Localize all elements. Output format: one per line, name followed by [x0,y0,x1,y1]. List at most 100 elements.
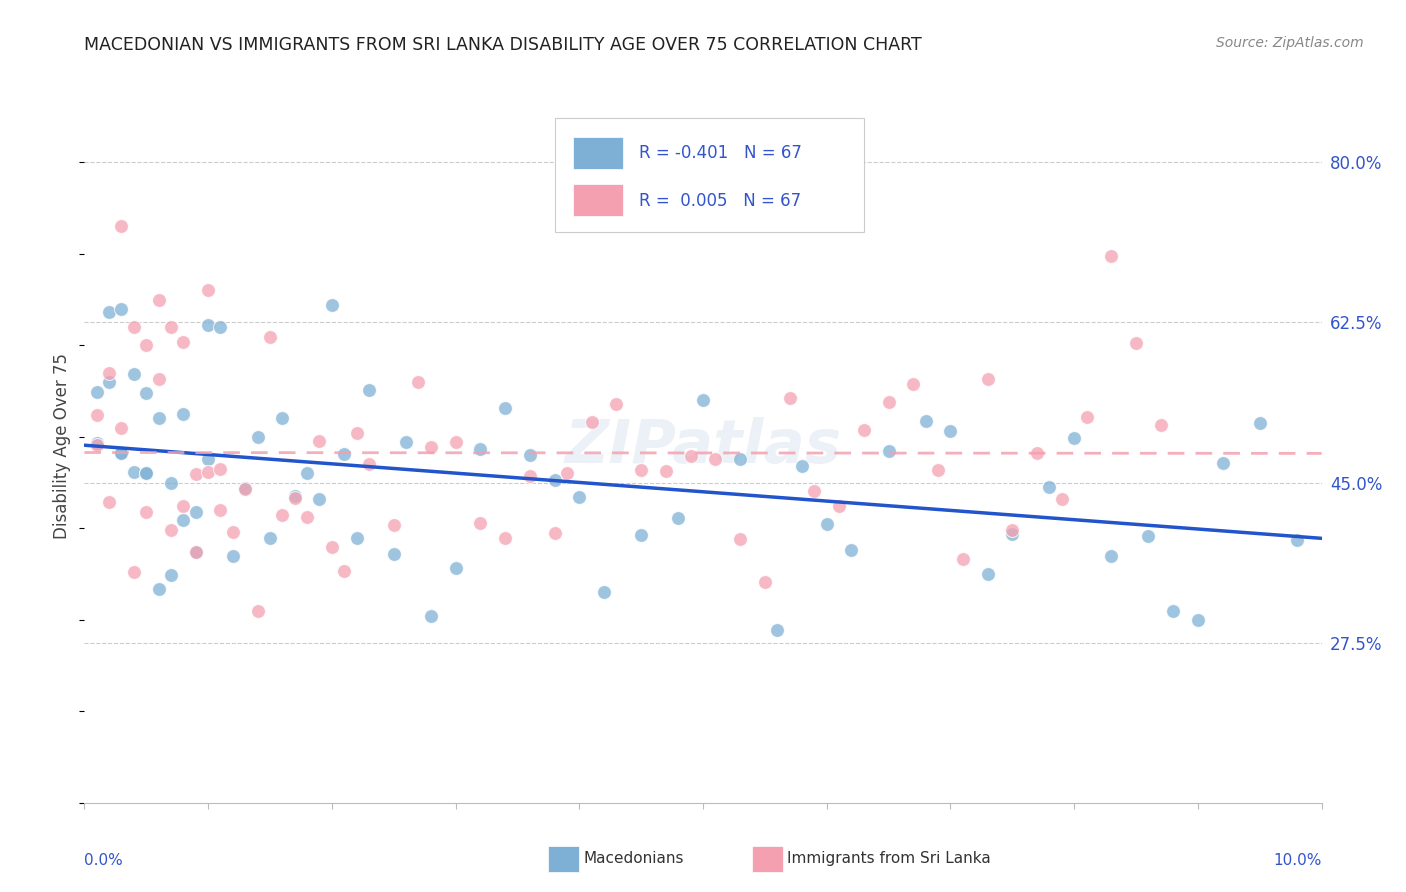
Point [470,516,492,530]
Point [519,469,541,483]
Point [172,334,194,349]
Point [581,415,603,429]
Point [395,434,418,449]
Point [704,452,727,467]
Point [877,395,900,409]
Point [295,509,318,524]
Point [135,466,157,480]
Point [295,466,318,480]
Point [333,564,356,578]
Point [1249,416,1271,430]
Point [1099,549,1122,563]
Point [444,560,467,574]
Point [160,568,183,582]
Text: R =  0.005   N = 67: R = 0.005 N = 67 [638,192,801,210]
Point [122,320,145,334]
Point [841,542,863,557]
Point [172,407,194,421]
Point [790,459,813,474]
Point [110,301,132,316]
Point [98,375,121,389]
Point [568,490,591,504]
Point [172,499,194,513]
Point [593,585,616,599]
Point [952,552,974,566]
Point [927,463,949,477]
Point [148,293,170,307]
Point [1187,613,1209,627]
Point [382,547,405,561]
Point [148,372,170,386]
Point [233,482,256,496]
Point [555,466,578,480]
Point [346,425,368,440]
Point [1212,456,1234,470]
FancyBboxPatch shape [554,118,863,232]
Point [728,452,751,467]
Point [914,413,936,427]
Y-axis label: Disability Age Over 75: Disability Age Over 75 [53,353,72,539]
Point [222,549,245,564]
Point [122,367,145,381]
Point [86,408,108,422]
Point [976,567,998,582]
Point [308,491,330,506]
Point [470,442,492,456]
Point [419,440,441,454]
Point [1026,446,1049,460]
FancyBboxPatch shape [574,184,623,216]
Point [655,464,678,478]
Point [1038,479,1060,493]
Point [184,467,207,482]
Text: ZIPatlas: ZIPatlas [564,417,842,475]
Point [605,396,627,410]
Point [284,489,307,503]
Point [197,318,219,332]
Point [630,462,652,476]
Point [197,466,219,480]
Point [419,608,441,623]
Point [110,421,132,435]
Point [271,410,294,425]
Point [877,443,900,458]
Point [1001,523,1024,537]
Point [184,505,207,519]
Point [494,401,516,415]
Point [246,430,269,444]
Point [408,376,430,390]
Point [135,466,157,480]
Point [1076,409,1098,424]
Point [197,452,219,467]
Point [1150,418,1173,433]
Text: 0.0%: 0.0% [84,853,124,868]
Point [184,545,207,559]
Point [197,284,219,298]
Point [122,465,145,479]
Point [321,540,343,554]
Point [110,219,132,234]
Point [852,424,875,438]
Point [122,565,145,579]
Text: MACEDONIAN VS IMMIGRANTS FROM SRI LANKA DISABILITY AGE OVER 75 CORRELATION CHART: MACEDONIAN VS IMMIGRANTS FROM SRI LANKA … [84,36,922,54]
Point [222,524,245,539]
Point [828,499,851,513]
Point [1050,491,1073,506]
Point [803,484,825,499]
Point [543,526,565,541]
Text: 10.0%: 10.0% [1274,853,1322,868]
Point [110,445,132,459]
Point [494,531,516,545]
Point [543,473,565,487]
Point [666,511,689,525]
Text: Macedonians: Macedonians [583,852,683,866]
FancyBboxPatch shape [574,137,623,169]
Point [1001,527,1024,541]
Point [233,481,256,495]
Point [246,604,269,618]
Point [135,386,157,401]
Point [815,517,838,532]
Point [160,475,183,490]
Point [692,392,714,407]
Point [903,377,925,392]
Point [357,383,380,397]
